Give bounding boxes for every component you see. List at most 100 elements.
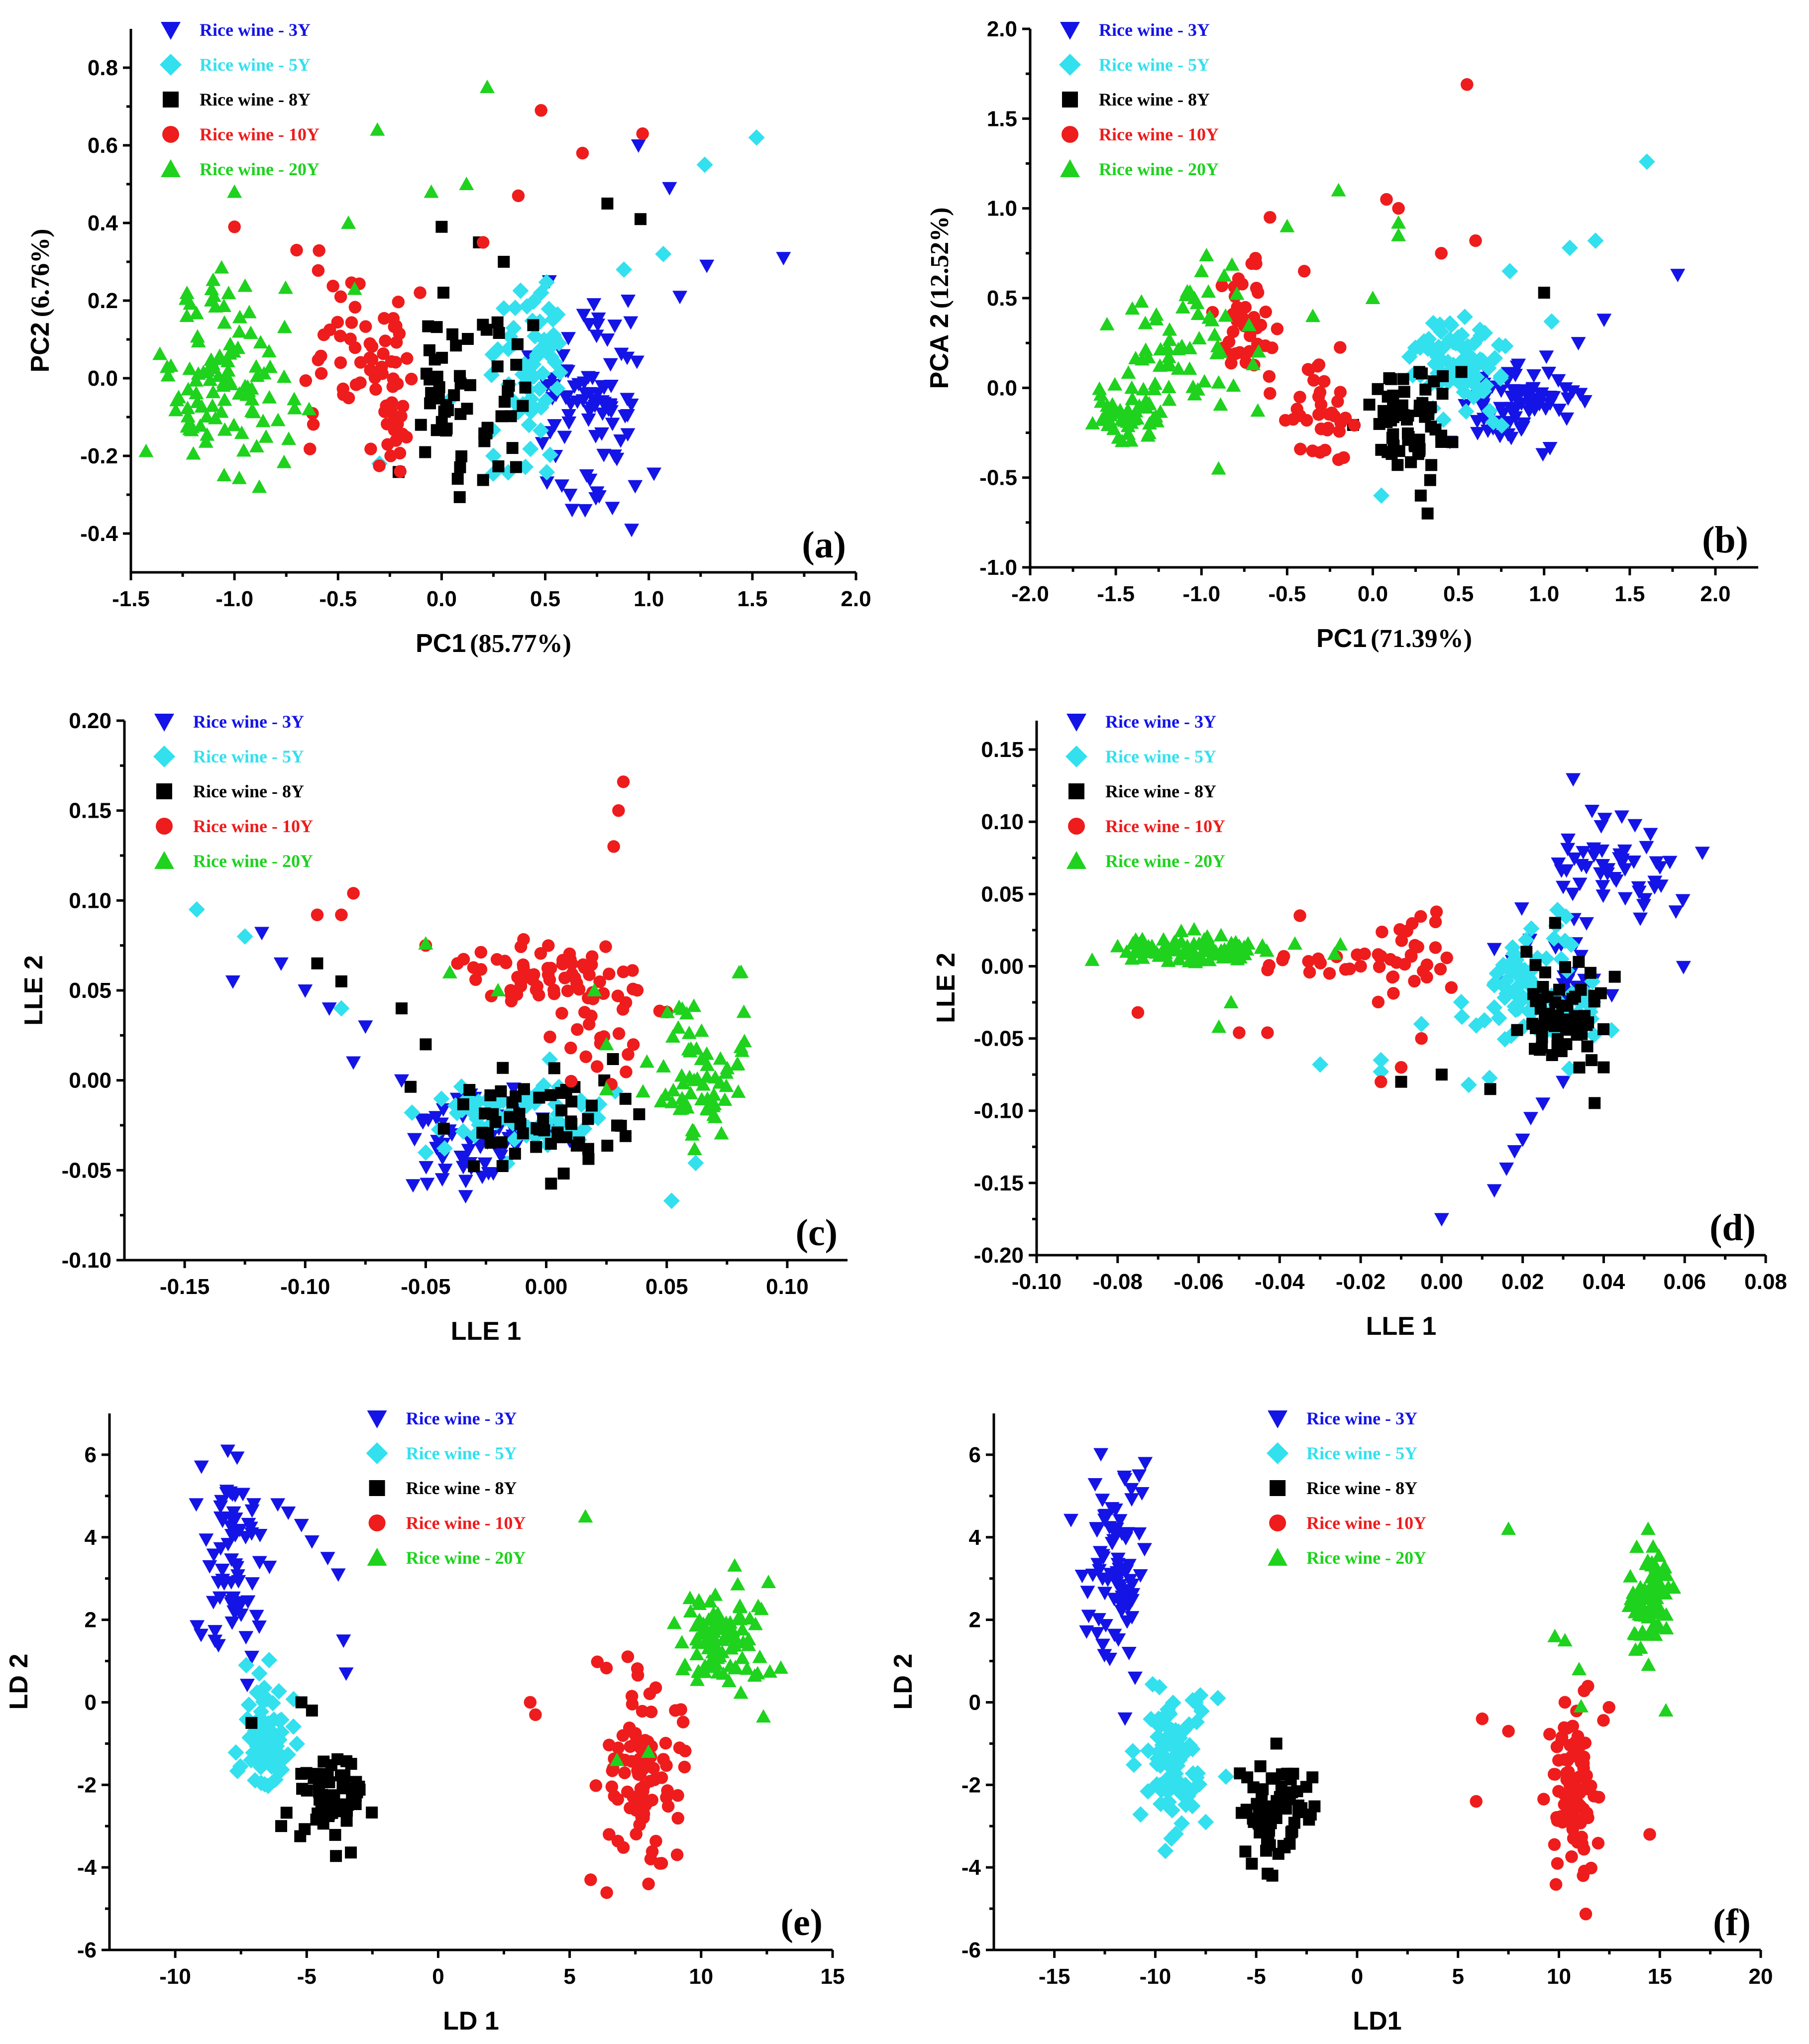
data-point — [1397, 409, 1410, 422]
data-point — [1140, 1742, 1157, 1759]
data-point — [1161, 953, 1176, 967]
legend-item: Rice wine - 5Y — [1065, 746, 1216, 767]
data-point — [1553, 983, 1566, 996]
data-point — [1521, 405, 1537, 419]
legend: Rice wine - 3Y Rice wine - 5Y Rice wine - … — [1267, 1408, 1426, 1568]
data-point — [1461, 78, 1474, 91]
data-point — [564, 1041, 577, 1055]
data-point — [676, 1716, 690, 1728]
data-point — [230, 340, 246, 354]
data-point — [1141, 350, 1156, 364]
legend: Rice wine - 3Y Rice wine - 5Y Rice wine - … — [153, 712, 313, 871]
data-point — [273, 957, 289, 971]
data-point — [1293, 391, 1306, 404]
data-point — [1141, 939, 1156, 953]
legend-label: Rice wine - 8Y — [406, 1478, 517, 1498]
series-rice-wine-20y — [1085, 183, 1406, 475]
data-point — [217, 422, 232, 436]
data-point — [1600, 863, 1616, 877]
x-axis-title: LD1 — [1353, 2007, 1401, 2036]
data-point — [1266, 1772, 1278, 1785]
data-point — [241, 383, 256, 397]
y-axis-title-name: LD 2 — [889, 1654, 918, 1710]
data-point — [1284, 1773, 1297, 1786]
data-point — [495, 300, 512, 317]
data-point — [1140, 1783, 1157, 1800]
data-point — [607, 449, 622, 463]
data-point — [415, 419, 427, 431]
legend-item: Rice wine - 3Y — [154, 712, 304, 732]
data-point — [480, 427, 493, 439]
data-point — [1125, 412, 1141, 426]
data-point — [1647, 881, 1662, 895]
data-point — [1084, 952, 1100, 966]
data-point — [512, 338, 524, 350]
data-point — [395, 1002, 408, 1015]
data-point — [694, 1023, 709, 1037]
series-rice-wine-8y — [1234, 1737, 1321, 1882]
data-point — [186, 446, 201, 460]
data-point — [345, 1846, 357, 1859]
data-point — [476, 236, 490, 249]
data-point — [1106, 1534, 1121, 1548]
data-point — [298, 984, 313, 998]
data-point — [1124, 1493, 1140, 1507]
data-point — [1398, 386, 1410, 398]
data-point — [1516, 417, 1531, 431]
data-point — [1250, 403, 1266, 417]
data-point — [491, 360, 504, 373]
data-point — [198, 434, 213, 448]
data-point — [435, 1152, 450, 1166]
data-point — [311, 908, 324, 921]
data-point — [1432, 323, 1449, 340]
data-point — [1434, 963, 1447, 976]
data-point — [213, 1542, 228, 1556]
data-point — [492, 460, 505, 473]
data-point — [532, 284, 549, 301]
x-tick-label: 0.00 — [1420, 1270, 1463, 1294]
legend-label: Rice wine - 10Y — [193, 816, 313, 836]
data-point — [1107, 377, 1123, 391]
data-point — [1207, 327, 1222, 341]
data-point — [541, 968, 555, 981]
data-point — [1538, 950, 1555, 967]
data-point — [730, 1577, 745, 1591]
data-point — [1095, 1494, 1110, 1507]
data-point — [359, 320, 372, 333]
data-point — [254, 927, 270, 941]
data-point — [1486, 999, 1503, 1016]
data-point — [1574, 1699, 1589, 1713]
data-point — [517, 958, 530, 971]
data-point — [1614, 856, 1630, 870]
series-rice-wine-5y — [1124, 1676, 1234, 1859]
data-point — [1286, 413, 1300, 426]
data-point — [589, 1779, 603, 1792]
data-point — [1472, 322, 1489, 338]
data-point — [740, 1661, 755, 1675]
data-point — [756, 1709, 771, 1723]
data-point — [635, 1084, 650, 1098]
data-point — [1392, 400, 1405, 412]
data-point — [251, 1665, 268, 1682]
data-point — [231, 324, 247, 338]
data-point — [1187, 387, 1202, 401]
data-point — [1227, 325, 1240, 338]
data-point — [1394, 1061, 1408, 1074]
y-tick-label: -6 — [77, 1938, 97, 1962]
data-point — [565, 1118, 578, 1130]
data-point — [1552, 1033, 1564, 1045]
data-point — [1184, 1765, 1201, 1782]
data-point — [555, 1087, 567, 1099]
data-point — [735, 1622, 750, 1636]
data-point — [1177, 1796, 1194, 1813]
data-point — [647, 1762, 660, 1775]
data-point — [1226, 378, 1241, 392]
data-point — [1318, 375, 1331, 388]
series-rice-wine-3y — [189, 1444, 354, 1693]
data-point — [1534, 1002, 1547, 1015]
data-point — [674, 1068, 689, 1082]
data-point — [1548, 941, 1563, 955]
data-point — [364, 442, 377, 455]
data-point — [1574, 1817, 1587, 1829]
data-point — [1492, 370, 1509, 387]
